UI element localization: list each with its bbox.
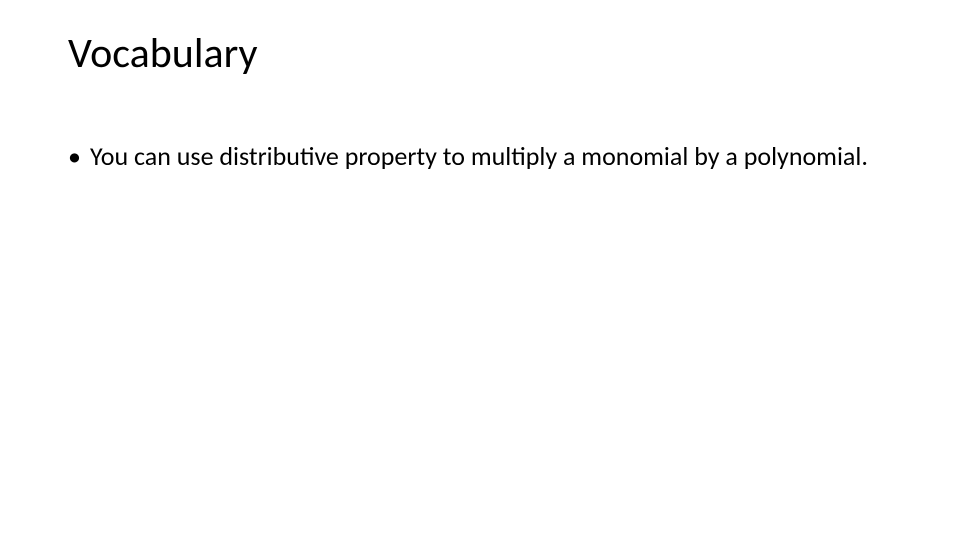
slide-title: Vocabulary: [68, 28, 258, 79]
list-item: • You can use distributive property to m…: [68, 140, 900, 173]
slide-body: • You can use distributive property to m…: [68, 140, 900, 173]
slide: Vocabulary • You can use distributive pr…: [0, 0, 960, 540]
bullet-text: You can use distributive property to mul…: [90, 140, 900, 173]
bullet-icon: •: [68, 140, 90, 173]
